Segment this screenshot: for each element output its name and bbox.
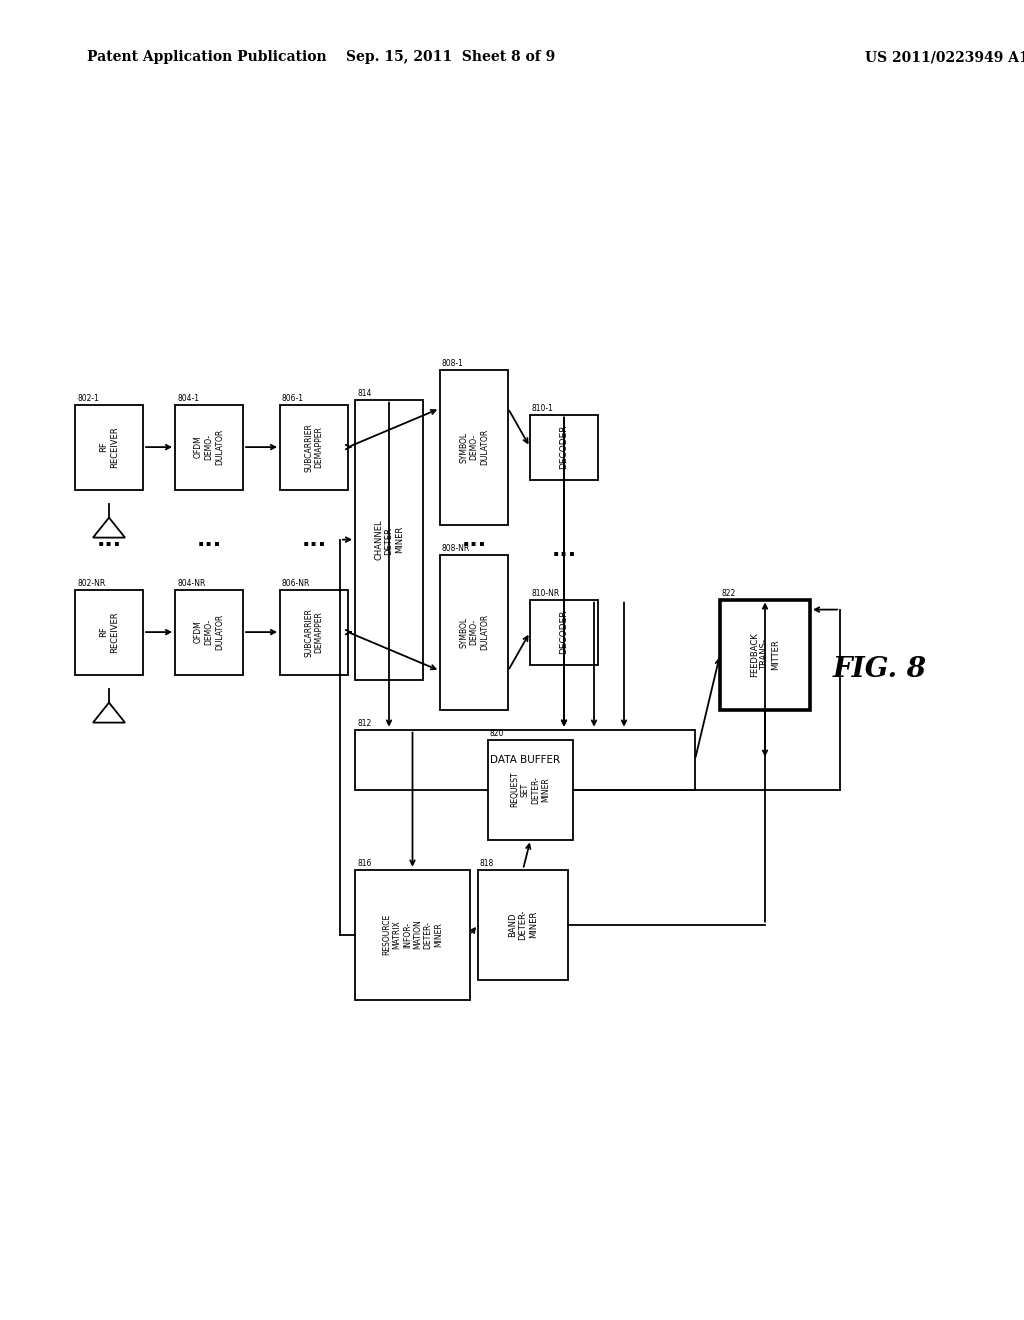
Text: FIG. 8: FIG. 8 — [833, 656, 927, 682]
Bar — [280, 405, 348, 490]
Text: OFDM
DEMO-
DULATOR: OFDM DEMO- DULATOR — [195, 614, 224, 651]
Text: 810-1: 810-1 — [532, 404, 554, 413]
Bar — [355, 400, 423, 680]
Bar — [530, 414, 598, 479]
Bar — [355, 730, 695, 789]
Text: 808-NR: 808-NR — [442, 544, 470, 553]
Bar — [478, 870, 568, 979]
Text: BAND
DETER-
MINER: BAND DETER- MINER — [508, 909, 538, 940]
Bar — [75, 405, 143, 490]
Bar — [488, 739, 573, 840]
Text: 818: 818 — [480, 858, 495, 867]
Text: 806-1: 806-1 — [282, 393, 304, 403]
Text: 814: 814 — [357, 388, 372, 397]
Text: SYMBOL
DEMO-
DULATOR: SYMBOL DEMO- DULATOR — [459, 429, 488, 465]
Bar — [355, 870, 470, 999]
Text: RESOURCE
MATRIX
INFOR-
MATION
DETER-
MINER: RESOURCE MATRIX INFOR- MATION DETER- MIN… — [382, 913, 443, 956]
Text: DATA BUFFER: DATA BUFFER — [489, 755, 560, 764]
Text: OFDM
DEMO-
DULATOR: OFDM DEMO- DULATOR — [195, 429, 224, 465]
Text: CHANNEL
DETER-
MINER: CHANNEL DETER- MINER — [374, 519, 403, 560]
Text: REQUEST
SET
DETER-
MINER: REQUEST SET DETER- MINER — [510, 772, 551, 808]
Text: SUBCARRIER
DEMAPPER: SUBCARRIER DEMAPPER — [304, 607, 324, 656]
Text: FEEDBACK
TRANS-
MITTER: FEEDBACK TRANS- MITTER — [751, 632, 780, 677]
Text: ...: ... — [462, 529, 486, 549]
Text: ...: ... — [197, 529, 221, 549]
Text: ...: ... — [552, 540, 577, 560]
Text: 802-NR: 802-NR — [77, 578, 105, 587]
Bar — [280, 590, 348, 675]
Text: 810-NR: 810-NR — [532, 589, 560, 598]
Text: 820: 820 — [490, 729, 505, 738]
Text: 822: 822 — [722, 589, 736, 598]
Text: SUBCARRIER
DEMAPPER: SUBCARRIER DEMAPPER — [304, 422, 324, 471]
Bar — [720, 599, 810, 710]
Text: 804-1: 804-1 — [177, 393, 199, 403]
Text: 812: 812 — [357, 718, 372, 727]
Text: RF
RECEIVER: RF RECEIVER — [99, 611, 119, 653]
Text: ...: ... — [301, 529, 327, 549]
Text: 816: 816 — [357, 858, 372, 867]
Text: DECODER: DECODER — [559, 425, 568, 470]
Bar — [440, 370, 508, 524]
Text: DECODER: DECODER — [559, 610, 568, 655]
Text: 804-NR: 804-NR — [177, 578, 206, 587]
Text: RF
RECEIVER: RF RECEIVER — [99, 426, 119, 467]
Text: 802-1: 802-1 — [77, 393, 99, 403]
Text: Patent Application Publication: Patent Application Publication — [87, 50, 327, 65]
Text: 808-1: 808-1 — [442, 359, 464, 367]
Bar — [530, 599, 598, 664]
Text: Sep. 15, 2011  Sheet 8 of 9: Sep. 15, 2011 Sheet 8 of 9 — [346, 50, 555, 65]
Bar — [175, 405, 243, 490]
Bar — [75, 590, 143, 675]
Bar — [440, 554, 508, 710]
Text: ...: ... — [96, 529, 122, 549]
Text: 806-NR: 806-NR — [282, 578, 310, 587]
Text: US 2011/0223949 A1: US 2011/0223949 A1 — [865, 50, 1024, 65]
Text: SYMBOL
DEMO-
DULATOR: SYMBOL DEMO- DULATOR — [459, 614, 488, 651]
Bar — [175, 590, 243, 675]
